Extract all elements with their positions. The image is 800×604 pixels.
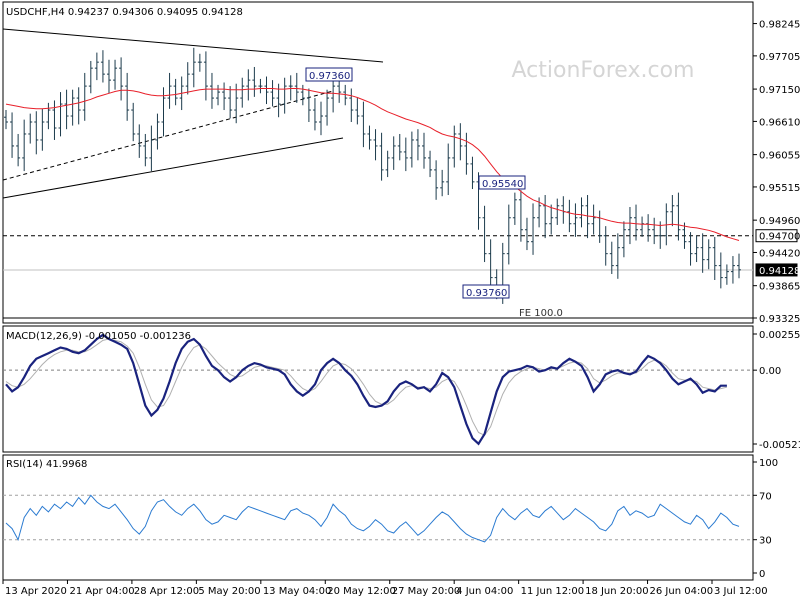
- axis-price-tag-label: 0.94700: [759, 232, 800, 243]
- watermark: ActionForex.com: [512, 58, 695, 83]
- axis-price-tag: [755, 229, 798, 243]
- annotation-box: [305, 67, 353, 82]
- upper-trendline: [2, 28, 384, 63]
- macd-line: [5, 333, 727, 446]
- time-x-tick-label: 28 Apr 12:00: [134, 586, 199, 597]
- price-bars: [4, 47, 741, 304]
- price-y-tick-label: 0.93865: [759, 282, 800, 293]
- channel-midline: [2, 90, 334, 181]
- time-x-tick-label: 18 Jun 20:00: [585, 586, 649, 597]
- price-y-tick-label: 0.96610: [759, 117, 800, 128]
- price-y-tick-label: 0.94960: [759, 216, 800, 227]
- axis-price-tag: [755, 263, 798, 277]
- lower-trendline: [2, 137, 344, 199]
- price-y-tick-label: 0.98245: [759, 20, 800, 31]
- price-y-tick-label: 0.96055: [759, 151, 800, 162]
- symbol-ohlc-label: USDCHF,H4 0.94237 0.94306 0.94095 0.9412…: [6, 7, 243, 18]
- axis-price-tag-label: 0.94128: [759, 266, 800, 277]
- time-x-tick-label: 5 May 20:00: [198, 586, 260, 597]
- time-x-tick-label: 3 Jul 12:00: [714, 586, 768, 597]
- macd-signal-line: [5, 338, 728, 436]
- price-y-tick-label: 0.93325: [759, 314, 800, 325]
- rsi-y-tick-label: 100: [759, 458, 778, 469]
- annotation-label: 0.97360: [309, 71, 350, 82]
- macd-y-tick-label: 0.00: [759, 366, 781, 377]
- price-y-tick-label: 0.97150: [759, 85, 800, 96]
- price-y-tick-label: 0.95515: [759, 183, 800, 194]
- annotation-label: 0.95540: [482, 179, 523, 190]
- annotation-label: FE 100.0: [519, 308, 563, 319]
- time-x-tick-label: 13 Apr 2020: [5, 586, 67, 597]
- annotation-box: [462, 284, 510, 299]
- macd-title: MACD(12,26,9) -0.001050 -0.001236: [6, 331, 191, 342]
- rsi-pane-frame: [2, 454, 754, 581]
- price-pane-frame: [2, 1, 754, 324]
- time-x-tick-label: 27 May 20:00: [392, 586, 461, 597]
- price-y-tick-label: 0.97705: [759, 52, 800, 63]
- rsi-y-tick-label: 70: [759, 491, 772, 502]
- macd-pane-frame: [2, 325, 754, 453]
- time-x-tick-label: 11 Jun 12:00: [521, 586, 585, 597]
- time-x-tick-label: 13 May 04:00: [263, 586, 332, 597]
- time-x-tick-label: 21 Apr 04:00: [69, 586, 134, 597]
- rsi-title: RSI(14) 41.9968: [6, 459, 87, 470]
- rsi-y-tick-label: 30: [759, 536, 772, 547]
- time-x-tick-label: 26 Jun 04:00: [650, 586, 714, 597]
- price-y-tick-label: 0.94420: [759, 248, 800, 259]
- time-x-tick-label: 4 Jun 04:00: [456, 586, 513, 597]
- annotation-label: 0.93760: [466, 288, 507, 299]
- annotation-box: [478, 175, 526, 190]
- rsi-y-tick-label: 0: [759, 569, 765, 580]
- rsi-line: [5, 494, 740, 543]
- macd-y-tick-label: -0.005212: [759, 440, 800, 451]
- moving-average-line: [5, 88, 740, 241]
- macd-y-tick-label: 0.002553: [759, 330, 800, 341]
- time-x-tick-label: 20 May 12:00: [327, 586, 396, 597]
